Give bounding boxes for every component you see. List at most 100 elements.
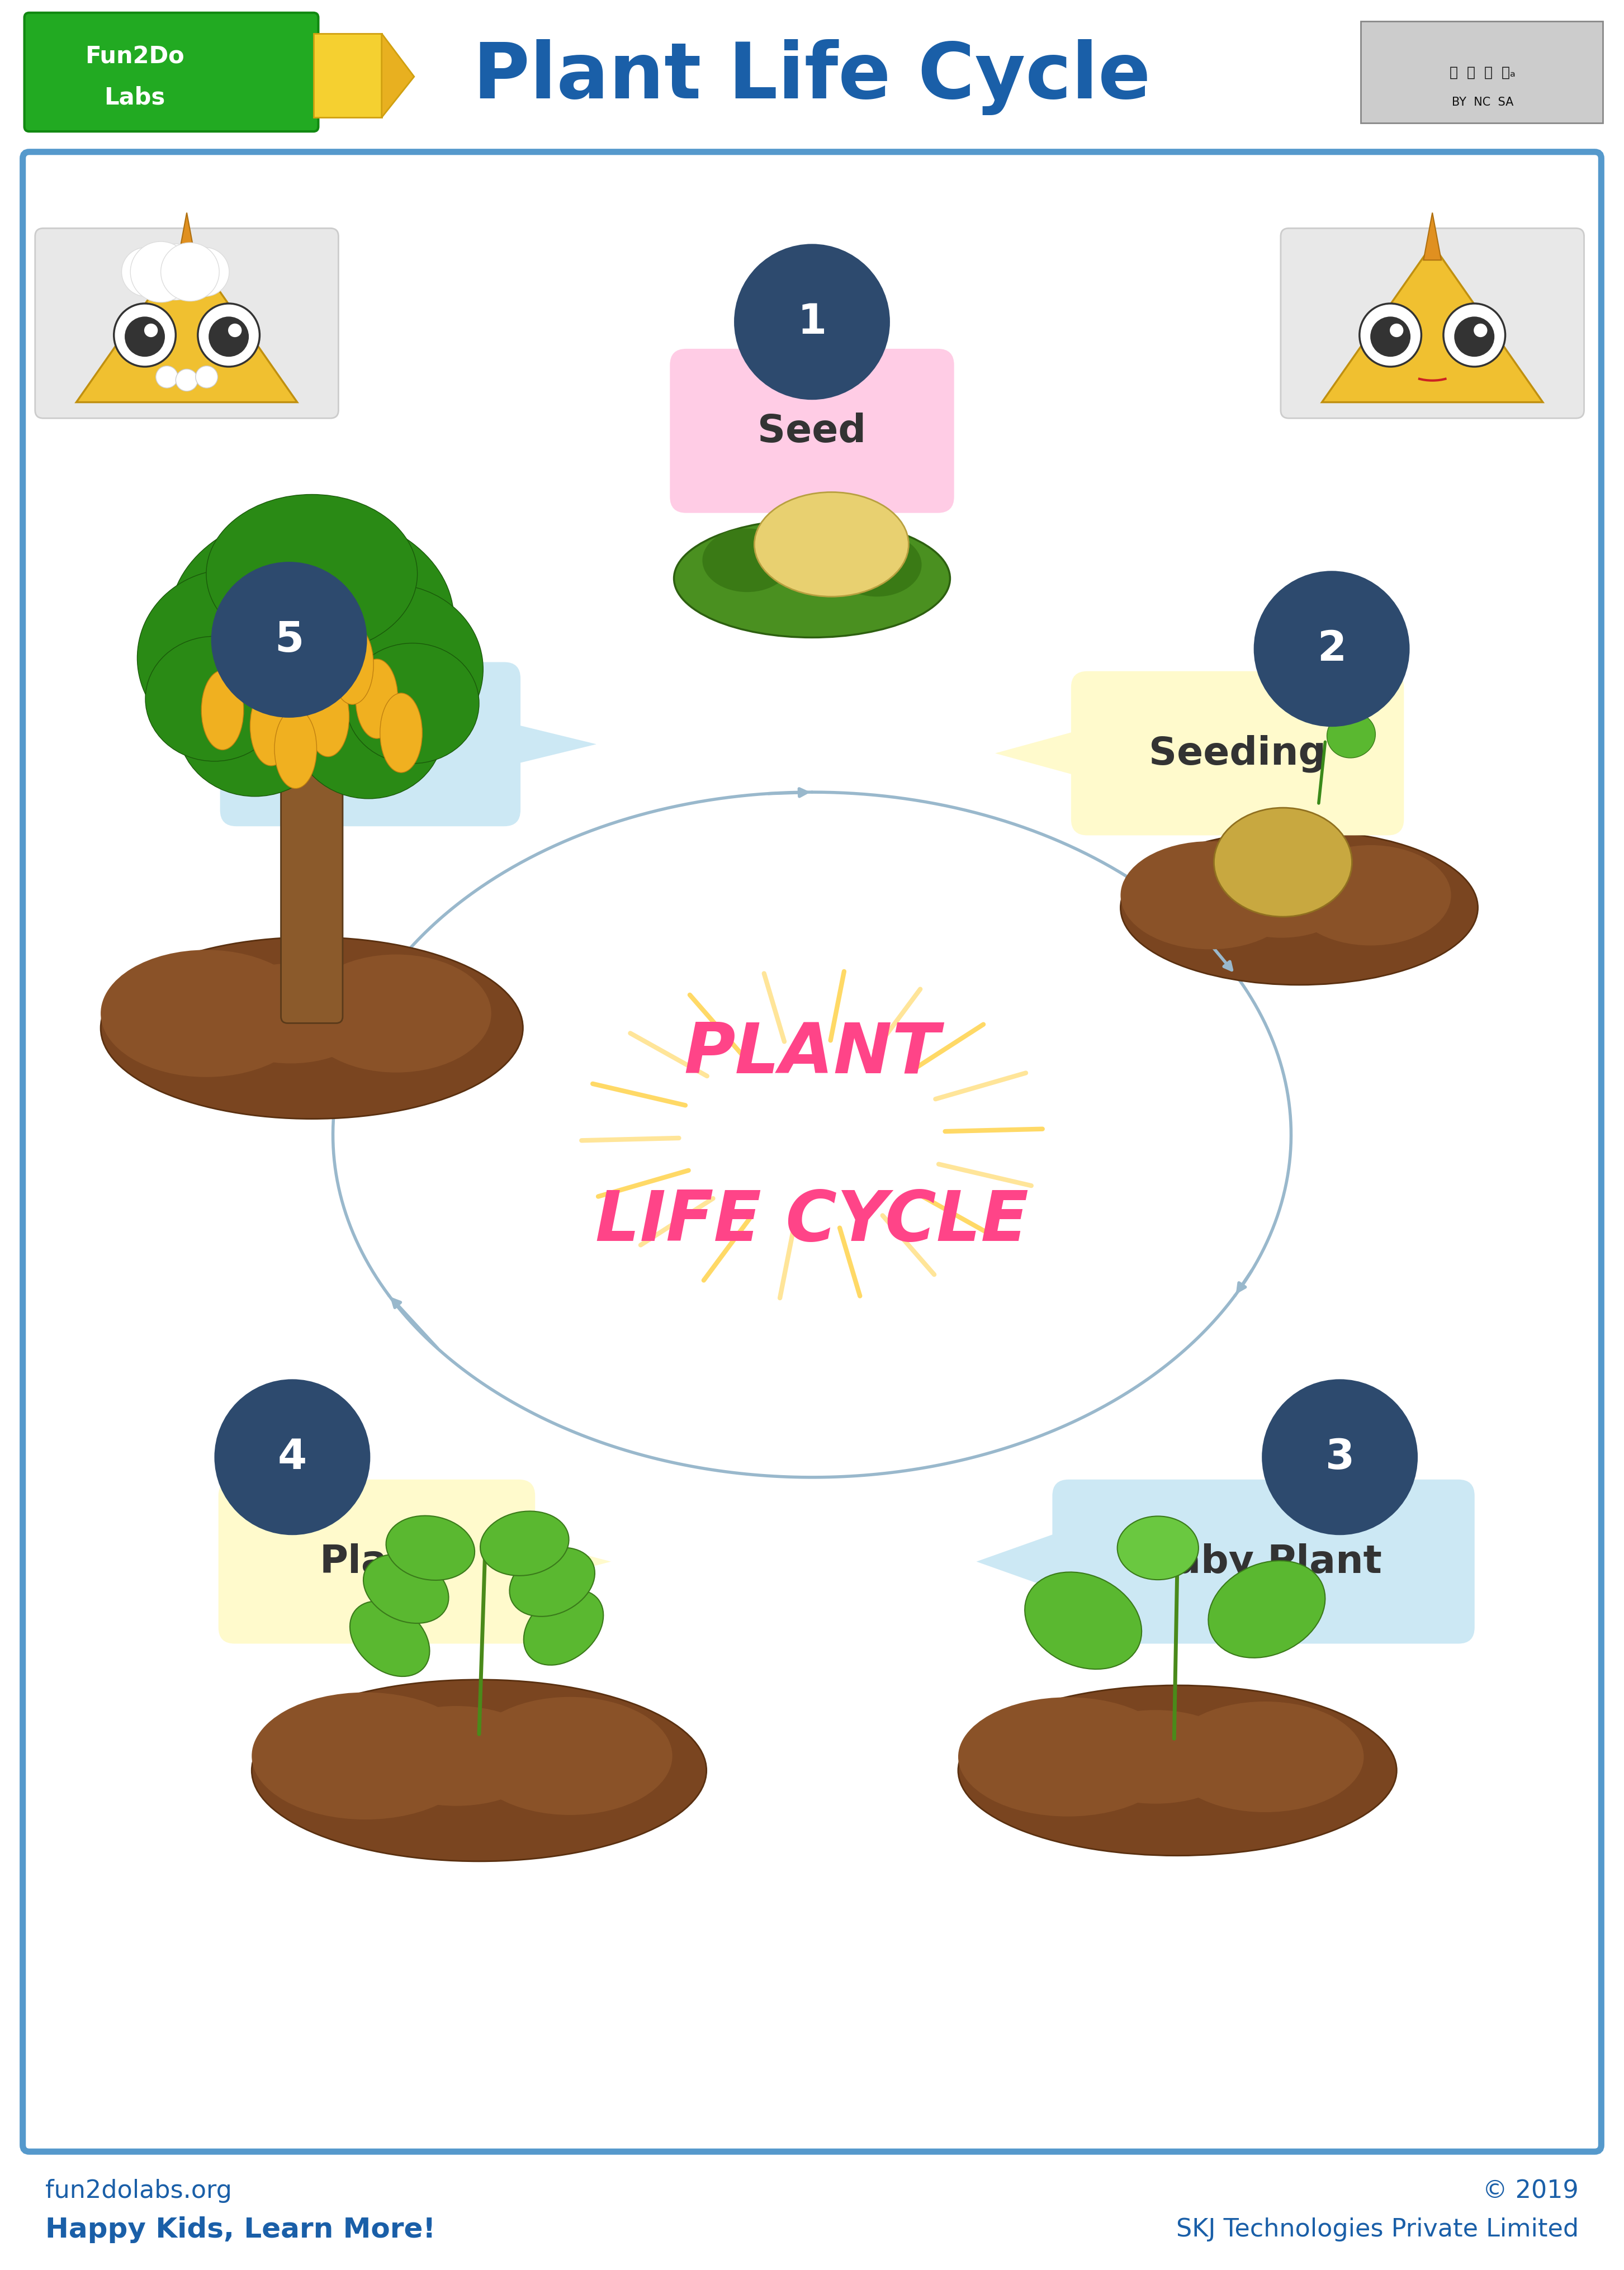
Polygon shape: [976, 1530, 1069, 1594]
FancyBboxPatch shape: [1361, 23, 1603, 123]
Ellipse shape: [1444, 304, 1505, 368]
Ellipse shape: [206, 495, 417, 654]
Ellipse shape: [1215, 808, 1353, 917]
Circle shape: [130, 243, 192, 302]
Ellipse shape: [523, 1589, 604, 1666]
Ellipse shape: [380, 695, 422, 772]
Ellipse shape: [302, 956, 490, 1074]
Polygon shape: [313, 34, 382, 118]
Circle shape: [1262, 1380, 1418, 1535]
Ellipse shape: [958, 1684, 1397, 1857]
FancyBboxPatch shape: [1052, 1480, 1475, 1643]
Circle shape: [1254, 572, 1410, 726]
Circle shape: [195, 365, 218, 388]
Text: SKJ Technologies Private Limited: SKJ Technologies Private Limited: [1176, 2218, 1579, 2240]
Text: Fruit: Fruit: [318, 726, 422, 763]
Ellipse shape: [958, 1698, 1177, 1816]
Polygon shape: [382, 34, 414, 118]
Text: Fun2Do: Fun2Do: [84, 45, 185, 68]
Ellipse shape: [250, 686, 292, 767]
Ellipse shape: [101, 951, 312, 1078]
Text: 4: 4: [278, 1437, 307, 1478]
Ellipse shape: [294, 663, 443, 799]
Circle shape: [125, 318, 166, 356]
FancyBboxPatch shape: [221, 663, 520, 826]
Ellipse shape: [702, 529, 793, 592]
Ellipse shape: [171, 513, 455, 729]
Text: Ⓒ  ⓘ  ⓢ  ⓢₐ: Ⓒ ⓘ ⓢ ⓢₐ: [1450, 66, 1515, 79]
Circle shape: [214, 1380, 370, 1535]
Ellipse shape: [833, 533, 922, 597]
Polygon shape: [503, 722, 596, 767]
Circle shape: [1453, 318, 1494, 356]
Circle shape: [122, 247, 171, 297]
Ellipse shape: [1069, 1709, 1244, 1805]
Text: Seeding: Seeding: [1148, 735, 1327, 772]
Circle shape: [1473, 325, 1488, 338]
FancyBboxPatch shape: [36, 229, 338, 418]
Polygon shape: [996, 729, 1088, 779]
Circle shape: [148, 245, 203, 300]
Ellipse shape: [1121, 842, 1299, 949]
Circle shape: [180, 247, 229, 297]
Circle shape: [175, 370, 198, 393]
Text: Plant: Plant: [320, 1544, 434, 1580]
Ellipse shape: [387, 1516, 474, 1580]
Ellipse shape: [1210, 854, 1353, 938]
FancyBboxPatch shape: [671, 350, 953, 513]
FancyBboxPatch shape: [218, 1480, 536, 1643]
Circle shape: [156, 365, 179, 388]
Ellipse shape: [1359, 304, 1421, 368]
Ellipse shape: [1166, 1702, 1364, 1811]
Circle shape: [208, 318, 248, 356]
Ellipse shape: [252, 1680, 706, 1861]
Polygon shape: [781, 497, 843, 590]
Ellipse shape: [206, 965, 375, 1065]
Ellipse shape: [481, 1512, 568, 1575]
Ellipse shape: [364, 1555, 448, 1623]
Circle shape: [161, 243, 219, 302]
Ellipse shape: [146, 638, 284, 763]
FancyBboxPatch shape: [1072, 672, 1403, 835]
Polygon shape: [1322, 245, 1543, 402]
Ellipse shape: [1291, 844, 1452, 947]
Ellipse shape: [349, 1600, 430, 1678]
Text: Labs: Labs: [104, 86, 166, 109]
Ellipse shape: [356, 661, 398, 740]
Text: Happy Kids, Learn More!: Happy Kids, Learn More!: [45, 2216, 435, 2243]
Polygon shape: [179, 213, 195, 261]
Ellipse shape: [229, 620, 271, 699]
FancyBboxPatch shape: [24, 14, 318, 132]
Ellipse shape: [468, 1698, 672, 1816]
Text: © 2019: © 2019: [1483, 2179, 1579, 2202]
Ellipse shape: [755, 493, 909, 597]
Ellipse shape: [1117, 1516, 1199, 1580]
Ellipse shape: [296, 586, 484, 754]
Ellipse shape: [274, 708, 317, 788]
Ellipse shape: [307, 676, 349, 758]
Ellipse shape: [768, 520, 857, 583]
Ellipse shape: [1208, 1562, 1325, 1657]
Text: BY  NC  SA: BY NC SA: [1452, 98, 1514, 107]
Text: Seed: Seed: [758, 413, 866, 449]
FancyBboxPatch shape: [281, 760, 343, 1024]
Circle shape: [227, 325, 242, 338]
Ellipse shape: [1327, 713, 1376, 758]
Circle shape: [734, 245, 890, 400]
Text: Baby Plant: Baby Plant: [1145, 1544, 1382, 1580]
Ellipse shape: [252, 1693, 479, 1821]
Ellipse shape: [346, 645, 479, 763]
Ellipse shape: [1025, 1573, 1142, 1668]
Ellipse shape: [674, 520, 950, 638]
Circle shape: [1371, 318, 1411, 356]
Polygon shape: [520, 1537, 611, 1587]
FancyBboxPatch shape: [23, 152, 1601, 2152]
Polygon shape: [1424, 213, 1440, 261]
Text: 3: 3: [1325, 1437, 1354, 1478]
Polygon shape: [76, 245, 297, 402]
Ellipse shape: [365, 1707, 547, 1807]
Text: Plant Life Cycle: Plant Life Cycle: [473, 39, 1151, 116]
Text: PLANT: PLANT: [684, 1019, 940, 1087]
Ellipse shape: [510, 1548, 594, 1616]
Circle shape: [211, 563, 367, 717]
